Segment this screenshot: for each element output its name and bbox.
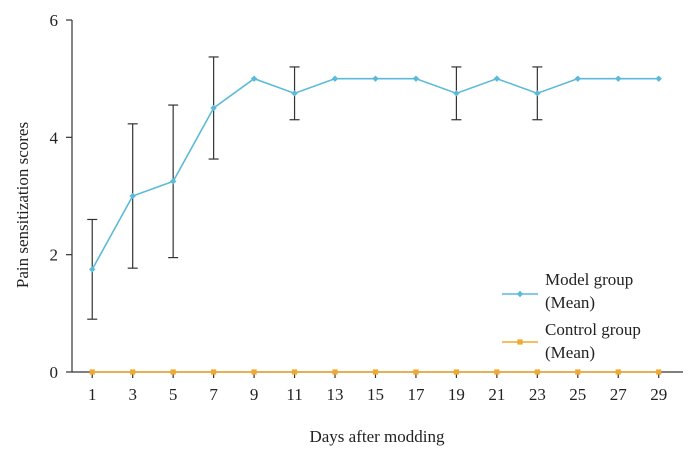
x-tick-label: 9 [250, 385, 259, 404]
data-point-control-group [413, 369, 419, 375]
data-point-control-group [332, 369, 338, 375]
data-point-model-group [615, 75, 622, 82]
x-tick-label: 19 [448, 385, 465, 404]
data-point-control-group [615, 369, 621, 375]
data-point-control-group [251, 369, 257, 375]
data-point-control-group [575, 369, 581, 375]
x-tick-label: 3 [128, 385, 137, 404]
y-tick-label: 6 [50, 11, 59, 30]
data-point-control-group [211, 369, 217, 375]
data-point-model-group [412, 75, 420, 82]
legend-label-control-group: Control group [545, 320, 641, 339]
x-tick-label: 29 [650, 385, 667, 404]
series-group [89, 75, 662, 375]
y-tick-label: 4 [50, 128, 59, 147]
data-point-model-group [534, 90, 541, 97]
data-point-control-group [534, 369, 540, 375]
x-tick-label: 5 [169, 385, 178, 404]
data-point-model-group [453, 90, 460, 97]
x-tick-label: 7 [209, 385, 218, 404]
data-point-control-group [372, 369, 379, 375]
data-point-model-group [655, 75, 662, 82]
legend-marker-control-group [517, 339, 523, 345]
data-point-model-group [574, 75, 581, 82]
x-tick-label: 21 [488, 385, 505, 404]
y-tick-label: 2 [50, 246, 59, 265]
legend-label-model-group: Model group [545, 270, 633, 289]
data-point-control-group [130, 369, 136, 375]
data-point-control-group [89, 369, 95, 375]
data-point-model-group [250, 75, 258, 82]
y-axis-title: Pain sensitization scores [13, 122, 32, 288]
data-point-model-group [493, 75, 501, 82]
legend-sublabel-control-group: (Mean) [545, 343, 595, 362]
x-tick-label: 11 [286, 385, 302, 404]
data-point-control-group [453, 369, 460, 375]
legend-marker-model-group [516, 290, 524, 298]
data-point-model-group [291, 90, 298, 97]
data-point-control-group [291, 369, 298, 375]
data-point-model-group [331, 75, 339, 82]
x-tick-label: 15 [367, 385, 384, 404]
x-tick-label: 17 [407, 385, 425, 404]
x-axis-title: Days after modding [309, 427, 445, 446]
series-line-model-group [91, 77, 659, 270]
x-tick-label: 13 [327, 385, 344, 404]
data-point-model-group [89, 266, 96, 273]
y-tick-label: 0 [50, 363, 59, 382]
data-point-control-group [494, 369, 500, 375]
data-point-model-group [129, 192, 136, 200]
data-point-control-group [170, 369, 176, 375]
data-point-control-group [656, 369, 662, 375]
x-tick-label: 1 [88, 385, 97, 404]
data-point-model-group [210, 104, 217, 112]
data-point-model-group [372, 75, 379, 82]
data-point-model-group [169, 178, 177, 185]
x-tick-label: 27 [610, 385, 628, 404]
x-tick-label: 25 [569, 385, 586, 404]
legend-sublabel-model-group: (Mean) [545, 293, 595, 312]
legend: Model group (Mean) Control group (Mean) [502, 270, 641, 362]
x-tick-label: 23 [529, 385, 546, 404]
